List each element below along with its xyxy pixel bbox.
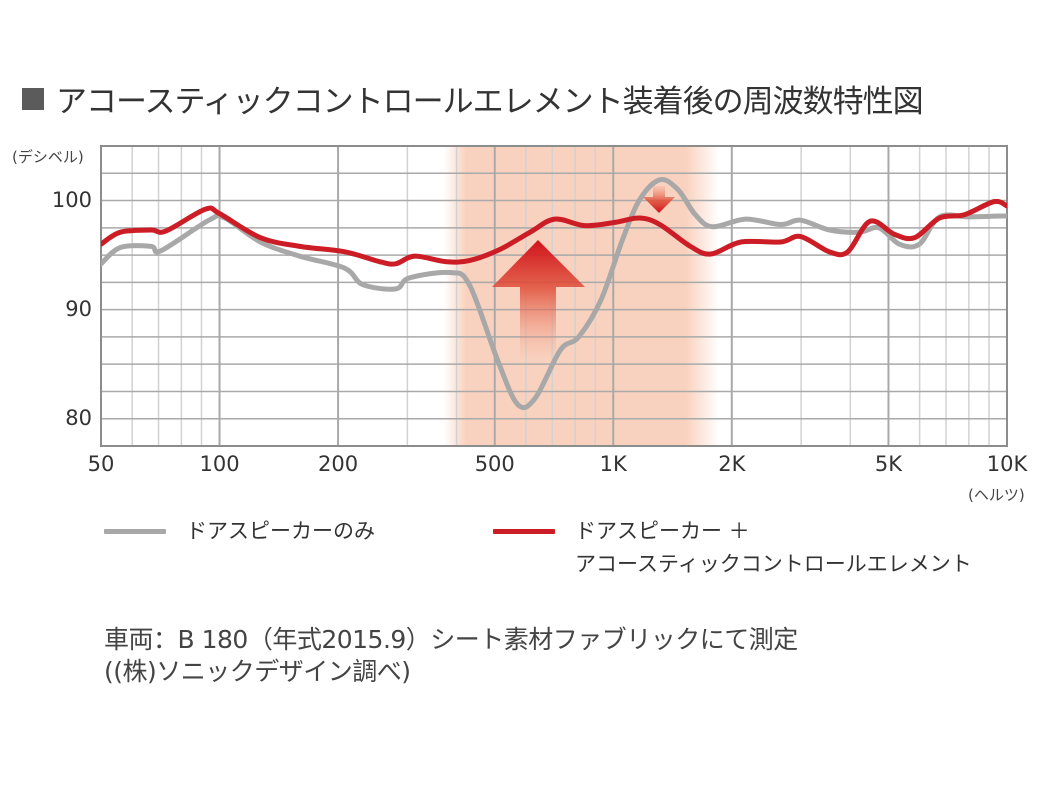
x-tick-label: 500	[474, 452, 515, 476]
x-tick-label: 5K	[874, 452, 903, 476]
chart-title-text: アコースティックコントロールエレメント装着後の周波数特性図	[56, 84, 924, 120]
x-axis-unit-label: (ヘルツ)	[968, 486, 1025, 504]
title-square-icon	[22, 87, 44, 110]
plot-frame	[100, 145, 1008, 447]
cut-down-arrow-icon	[643, 186, 675, 213]
x-tick-label: 1K	[599, 452, 627, 476]
legend-label-door-speaker-plus: ドアスピーカー ＋	[575, 519, 750, 543]
highlight-band	[443, 146, 719, 446]
x-tick-label: 2K	[718, 452, 746, 476]
chart-title: アコースティックコントロールエレメント装着後の周波数特性図	[22, 76, 924, 121]
y-tick-label: 80	[65, 406, 92, 430]
legend-label-acoustic-control-element: アコースティックコントロールエレメント	[575, 552, 972, 576]
y-tick-label: 90	[65, 297, 92, 321]
measurement-note-line2: ((株)ソニックデザイン調べ)	[104, 657, 411, 686]
y-tick-label: 100	[51, 188, 92, 212]
x-tick-label: 50	[87, 452, 115, 476]
x-tick-label: 10K	[986, 452, 1028, 476]
x-tick-label: 200	[318, 452, 359, 476]
legend-swatch-gray	[104, 529, 166, 534]
y-axis-unit-label: (デシベル)	[12, 148, 84, 166]
legend-swatch-red	[493, 529, 555, 534]
boost-up-arrow-icon	[492, 240, 585, 362]
measurement-note-line1: 車両：B 180（年式2015.9）シート素材ファブリックにて測定	[104, 625, 798, 654]
series-door-speaker-plus-element	[101, 198, 1007, 267]
measurement-note: 車両：B 180（年式2015.9）シート素材ファブリックにて測定 ((株)ソニ…	[104, 624, 798, 688]
grid-lines	[101, 146, 1007, 446]
x-tick-label: 100	[199, 452, 240, 476]
legend-label-door-speaker-only: ドアスピーカーのみ	[186, 519, 375, 543]
